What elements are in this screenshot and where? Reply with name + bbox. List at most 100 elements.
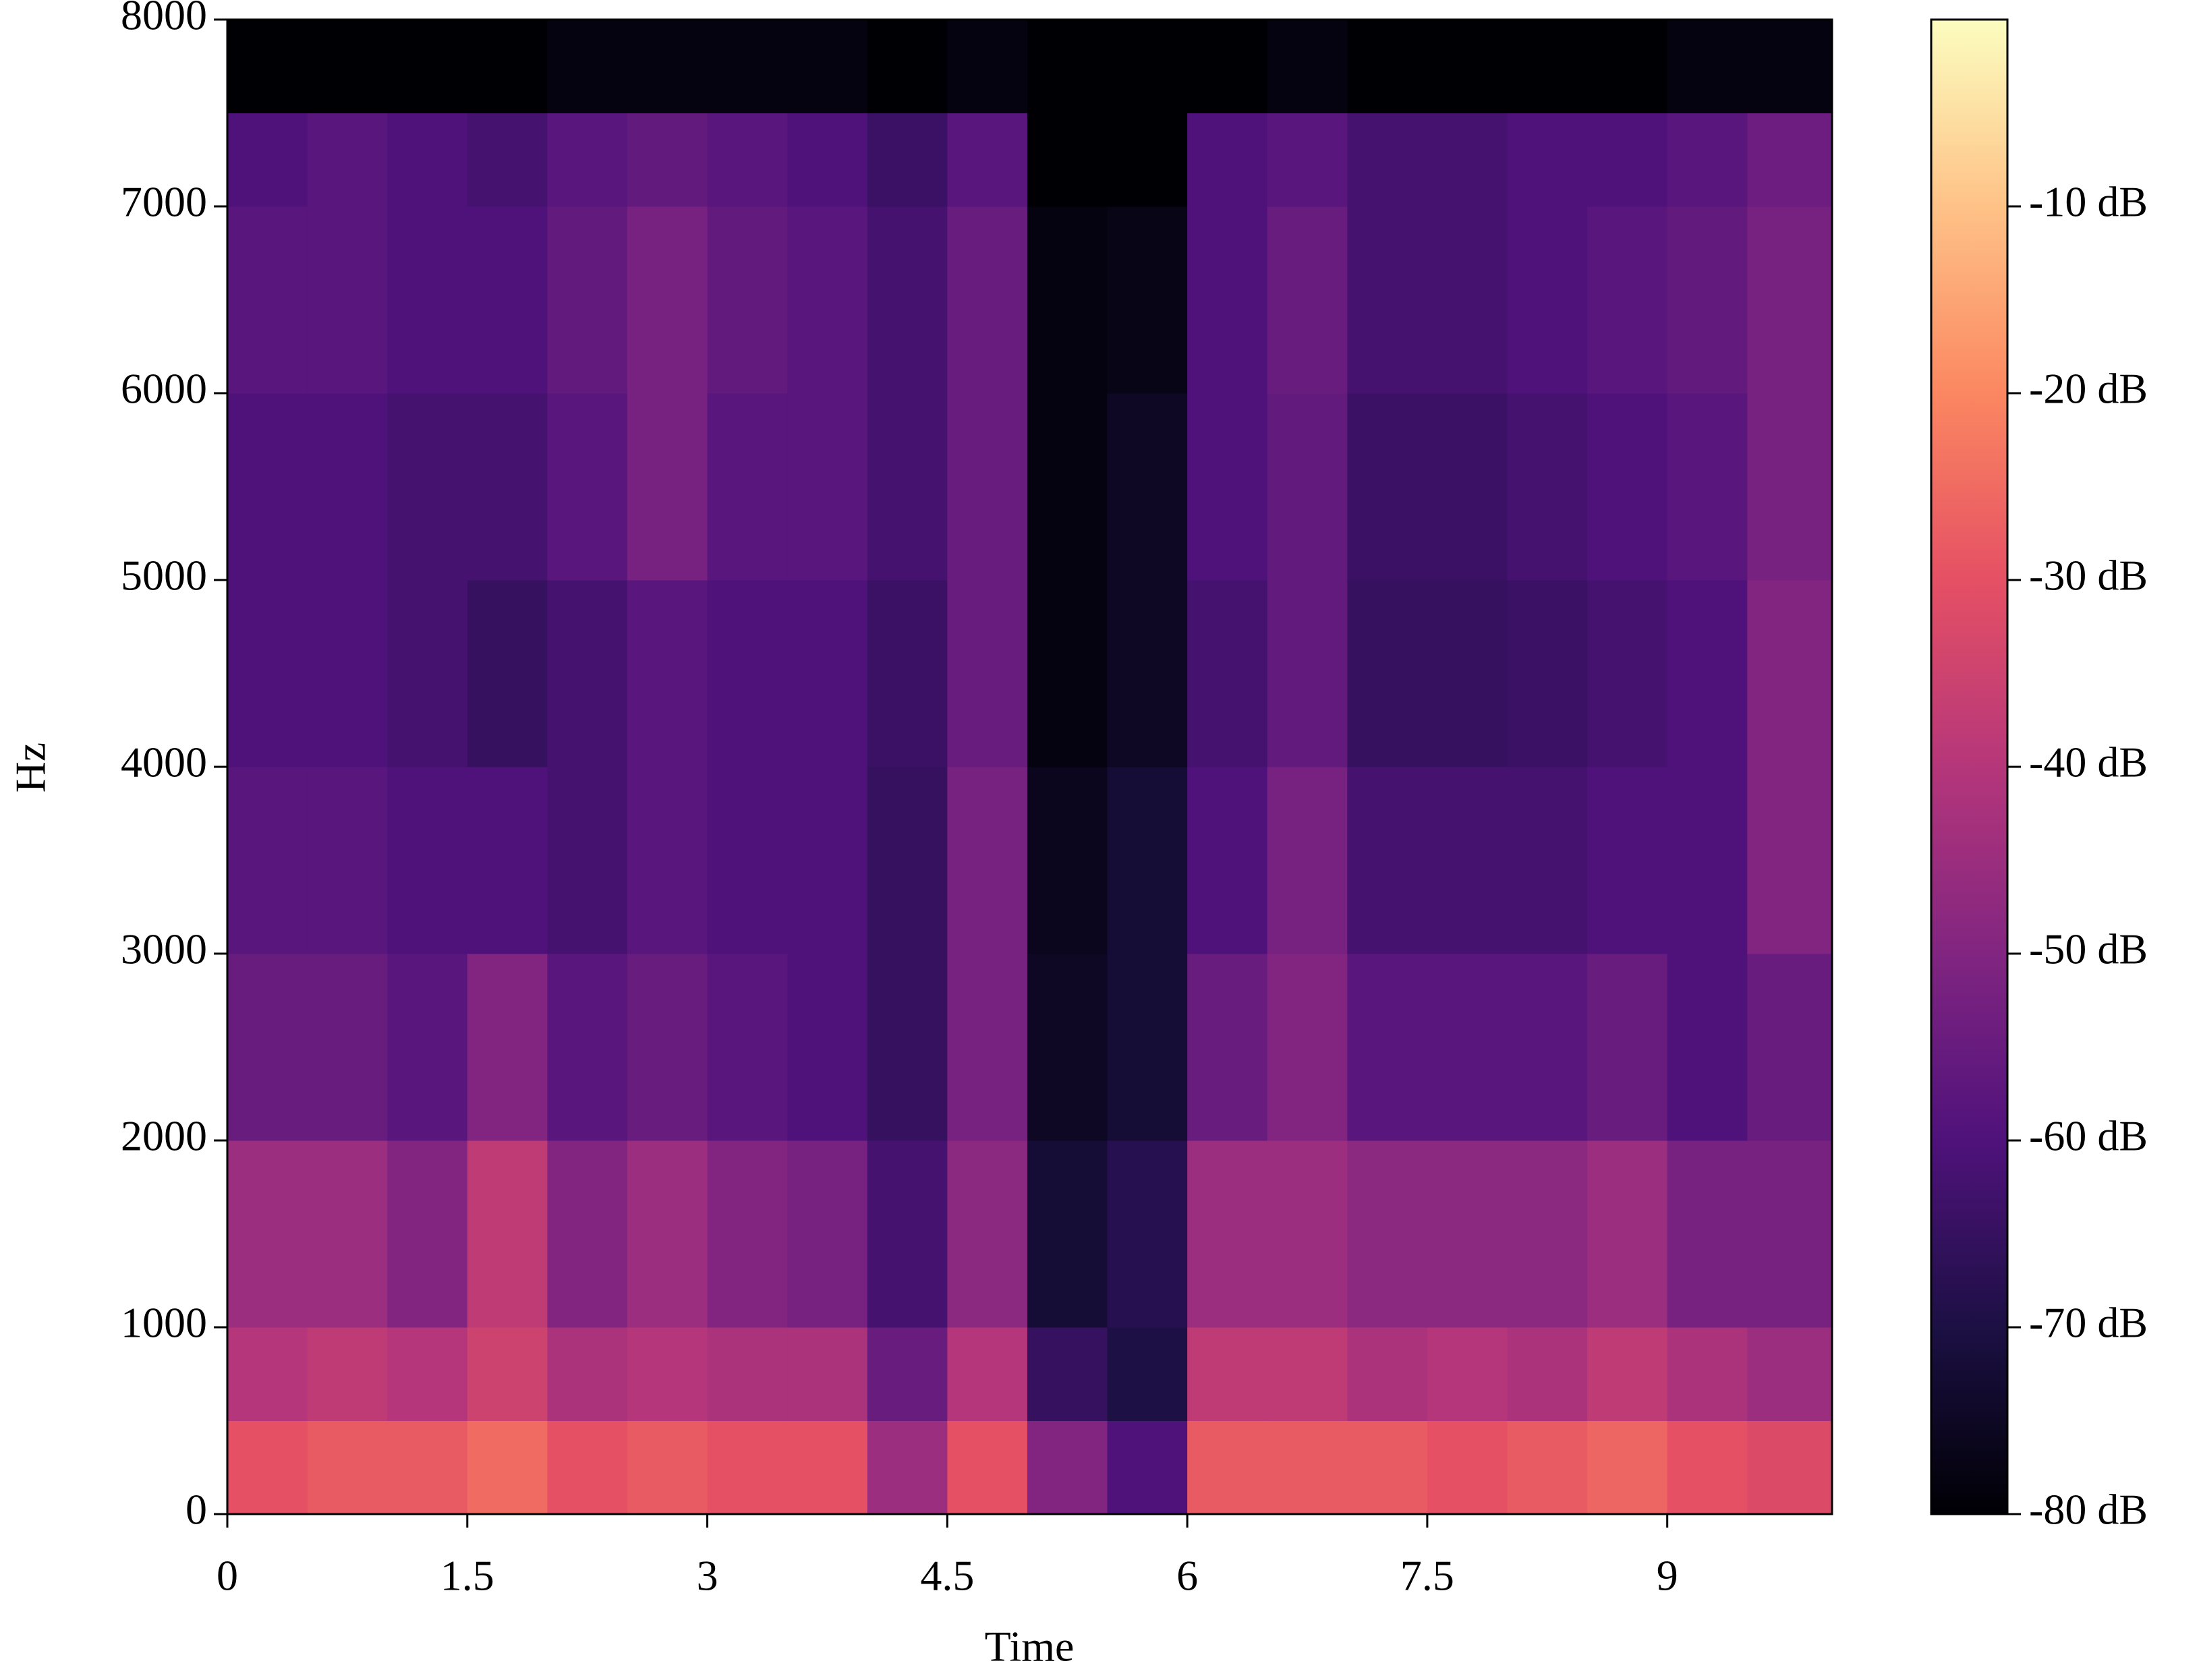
heatmap-cell (947, 20, 1028, 113)
heatmap-cell (1267, 206, 1348, 394)
heatmap-cell (1027, 20, 1108, 113)
heatmap-cell (227, 113, 308, 207)
heatmap-cell (787, 206, 868, 394)
heatmap-cell (1027, 1420, 1108, 1515)
y-tick-label: 3000 (121, 925, 207, 973)
heatmap-cell (1427, 954, 1508, 1141)
heatmap-cell (307, 206, 388, 394)
heatmap-cell (307, 767, 388, 954)
heatmap-cell (1267, 580, 1348, 767)
heatmap-cell (387, 206, 468, 394)
colorbar-tick-label: -60 dB (2029, 1112, 2148, 1160)
x-axis-label: Time (985, 1623, 1075, 1671)
heatmap-cell (1667, 767, 1748, 954)
colorbar-tick-label: -30 dB (2029, 552, 2148, 600)
heatmap-cell (387, 393, 468, 581)
heatmap-cell (787, 20, 868, 113)
heatmap-cell (547, 1327, 628, 1421)
heatmap-cell (467, 1420, 548, 1515)
heatmap-cell (1587, 954, 1668, 1141)
heatmap-cell (1347, 580, 1428, 767)
heatmap-cell (387, 954, 468, 1141)
heatmap-cell (387, 113, 468, 207)
heatmap-cell (1107, 20, 1188, 113)
heatmap-cell (787, 1420, 868, 1515)
x-tick-label: 9 (1657, 1552, 1678, 1600)
heatmap-cell (1427, 393, 1508, 581)
heatmap-cell (1027, 767, 1108, 954)
heatmap-cell (1507, 1140, 1588, 1328)
heatmap-cell (1747, 113, 1833, 207)
heatmap-cell (1427, 206, 1508, 394)
heatmap-cell (547, 113, 628, 207)
heatmap-cell (467, 113, 548, 207)
heatmap-cell (1747, 393, 1833, 581)
heatmap-cell (1187, 1327, 1268, 1421)
heatmap-cell (1187, 580, 1268, 767)
heatmap-cell (1587, 1420, 1668, 1515)
heatmap-cell (1507, 206, 1588, 394)
heatmap-cell (627, 393, 708, 581)
heatmap-cell (707, 1327, 788, 1421)
x-tick-label: 1.5 (440, 1552, 494, 1600)
heatmap-cell (1587, 1327, 1668, 1421)
heatmap-cell (867, 767, 948, 954)
heatmap-cell (227, 580, 308, 767)
heatmap-cell (627, 113, 708, 207)
heatmap-cell (1267, 767, 1348, 954)
heatmap-cell (467, 954, 548, 1141)
heatmap-cell (707, 113, 788, 207)
heatmap-cell (1507, 954, 1588, 1141)
y-tick-label: 7000 (121, 178, 207, 226)
y-tick-label: 4000 (121, 738, 207, 786)
heatmap-cell (1267, 954, 1348, 1141)
heatmap-cell (1587, 580, 1668, 767)
heatmap-cell (867, 113, 948, 207)
heatmap-cell (1587, 206, 1668, 394)
x-tick-label: 7.5 (1400, 1552, 1454, 1600)
heatmap-cell (1427, 580, 1508, 767)
heatmap-cell (1027, 206, 1108, 394)
heatmap-cell (1667, 206, 1748, 394)
heatmap-cell (947, 1140, 1028, 1328)
heatmap-cell (1027, 113, 1108, 207)
heatmap-cell (947, 393, 1028, 581)
heatmap-cell (1587, 393, 1668, 581)
heatmap-cell (1267, 1140, 1348, 1328)
heatmap-cell (1267, 20, 1348, 113)
heatmap-cell (627, 954, 708, 1141)
heatmap-cell (387, 1327, 468, 1421)
heatmap-cell (1187, 113, 1268, 207)
heatmap-cell (1427, 1140, 1508, 1328)
heatmap-cell (867, 1140, 948, 1328)
heatmap-cell (467, 1140, 548, 1328)
heatmap-cell (1027, 1327, 1108, 1421)
heatmap-cell (1027, 580, 1108, 767)
heatmap-cell (1667, 1327, 1748, 1421)
heatmap-cell (1027, 1140, 1108, 1328)
heatmap-cell (1747, 1420, 1833, 1515)
heatmap-cell (387, 580, 468, 767)
heatmap-cell (227, 393, 308, 581)
heatmap-cell (387, 20, 468, 113)
heatmap-cell (467, 393, 548, 581)
heatmap-cell (227, 1420, 308, 1515)
heatmap-cell (307, 20, 388, 113)
x-tick-label: 3 (697, 1552, 718, 1600)
heatmap-cell (1667, 1140, 1748, 1328)
colorbar-tick-label: -50 dB (2029, 925, 2148, 973)
heatmap-cell (227, 1140, 308, 1328)
heatmap-cell (1267, 1327, 1348, 1421)
heatmap-cell (1107, 1420, 1188, 1515)
heatmap-cell (1507, 1327, 1588, 1421)
heatmap-cell (867, 20, 948, 113)
heatmap-cell (1507, 20, 1588, 113)
heatmap-cell (1747, 954, 1833, 1141)
heatmap-cell (1427, 1420, 1508, 1515)
heatmap-cell (387, 1140, 468, 1328)
heatmap-cell (867, 1327, 948, 1421)
heatmap-cell (867, 206, 948, 394)
heatmap-cell (707, 1420, 788, 1515)
heatmap-cell (1107, 767, 1188, 954)
